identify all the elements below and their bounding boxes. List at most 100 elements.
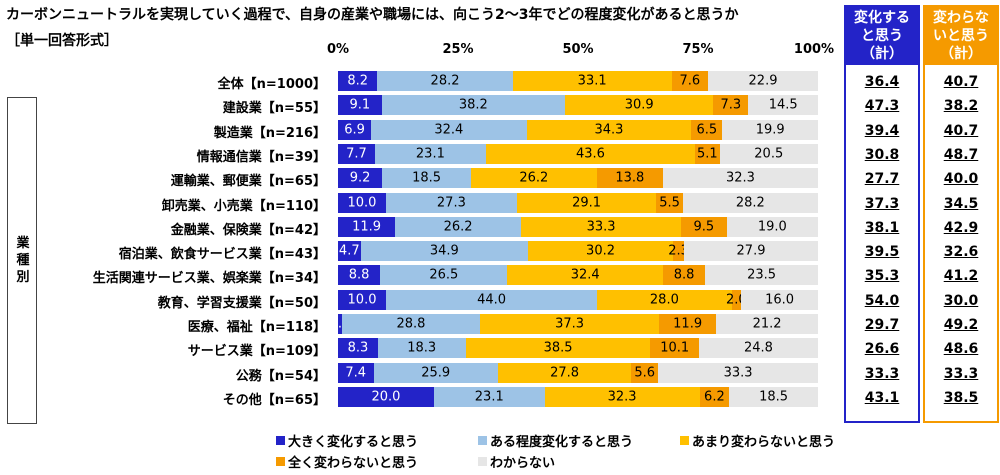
- data-label: 32.4: [434, 122, 464, 138]
- bar-segment: 14.5: [748, 95, 818, 116]
- data-label: 7.4: [345, 365, 367, 381]
- data-label: 29.1: [572, 195, 602, 210]
- data-label: 10.1: [660, 340, 690, 356]
- data-label: 26.2: [519, 170, 549, 186]
- data-label: 2.3: [668, 243, 689, 259]
- data-label: 7.6: [679, 73, 701, 89]
- bar-segment: 5.1: [695, 143, 720, 164]
- summary-value: 49.2: [943, 317, 979, 333]
- summary-header-nochange: 変わらな いと思う （計）: [925, 7, 997, 65]
- data-label: 18.5: [412, 170, 442, 186]
- summary-value: 33.3: [864, 365, 900, 382]
- bar-segment: 25.9: [373, 362, 498, 383]
- bar-segment: 10.1: [650, 338, 699, 359]
- stacked-bar: 10.0 27.3 29.1 5.5 28.2: [338, 192, 818, 213]
- bar-segment: 11.9: [659, 314, 717, 334]
- data-label: 19.9: [755, 122, 785, 138]
- data-label: 32.3: [725, 170, 755, 186]
- summary-header-change: 変化する と思う （計）: [846, 7, 918, 65]
- bar-segment: 20.0: [338, 386, 434, 407]
- summary-value: 38.1: [864, 219, 900, 236]
- data-label: 43.6: [575, 146, 605, 162]
- stacked-bar: 6.9 32.4 34.3 6.5 19.9: [338, 119, 818, 140]
- summary-value: 32.6: [943, 244, 979, 261]
- bar-segment: 23.5: [705, 265, 818, 286]
- category-label: 金融業、保険業【n=42】: [170, 222, 326, 238]
- data-label: 10.0: [347, 195, 377, 210]
- bar-segment: 28.0: [597, 289, 732, 310]
- data-label: 27.9: [736, 243, 766, 259]
- bar-segment: 5.6: [631, 362, 659, 383]
- summary-value: 27.7: [864, 171, 900, 188]
- bar-segment: 26.5: [380, 265, 508, 286]
- category-label: その他【n=65】: [222, 392, 326, 408]
- bar-segment: 11.9: [338, 216, 396, 237]
- category-label: 教育、学習支援業【n=50】: [157, 295, 326, 311]
- stacked-bar: 8.2 28.2 33.1 7.6 22.9: [338, 71, 818, 91]
- bar-segment: 32.4: [507, 265, 663, 286]
- bar-segment: 8.3: [338, 338, 378, 359]
- bar-segment: 20.5: [719, 143, 818, 164]
- data-label: 38.2: [458, 97, 488, 113]
- category-label: 生活関連サービス業、娯楽業【n=34】: [92, 271, 326, 287]
- data-label: 6.9: [344, 122, 365, 138]
- summary-value: 35.3: [864, 268, 900, 285]
- summary-value: 48.7: [943, 146, 979, 163]
- stacked-bar: 0.8 28.8 37.3 11.9 21.2: [330, 314, 818, 334]
- category-label: 製造業【n=216】: [213, 125, 326, 141]
- summary-value: 36.4: [864, 74, 900, 90]
- data-label: 18.3: [407, 340, 437, 356]
- category-label: 情報通信業【n=39】: [196, 149, 326, 165]
- data-label: 10.0: [347, 292, 377, 308]
- summary-value: 34.5: [943, 195, 979, 212]
- summary-value: 42.9: [943, 219, 979, 236]
- data-label: 28.0: [649, 292, 679, 308]
- data-label: 37.3: [555, 316, 585, 332]
- summary-value: 47.3: [864, 98, 900, 115]
- bar-segment: 13.8: [596, 168, 663, 189]
- data-label: 38.5: [543, 340, 573, 356]
- legend-label: 大きく変化すると思う: [288, 435, 419, 450]
- data-label: 6.5: [696, 122, 718, 138]
- legend-swatch: [680, 436, 689, 445]
- category-label: 医療、福祉【n=118】: [187, 320, 326, 335]
- stacked-bar: 4.7 34.9 30.2 2.3 27.9: [338, 241, 818, 262]
- legend-swatch: [276, 436, 285, 445]
- summary-value: 38.2: [943, 98, 979, 115]
- bar-segment: 6.2: [699, 386, 730, 407]
- bar-segment: 34.9: [360, 241, 529, 262]
- bar-segment: 9.5: [681, 216, 727, 237]
- legend-label: ある程度変化すると思う: [490, 435, 634, 450]
- summary-value: 40.7: [943, 122, 979, 139]
- chart-title: カーボンニュートラルを実現していく過程で、自身の産業や職場には、向こう2〜3年で…: [6, 7, 739, 23]
- bar-segment: 7.6: [671, 71, 709, 91]
- x-tick-label: 75%: [682, 42, 714, 57]
- data-label: 34.3: [594, 122, 624, 138]
- summary-value: 40.0: [943, 171, 979, 188]
- category-label: 公務【n=54】: [235, 368, 326, 384]
- data-label: 24.8: [743, 340, 773, 356]
- bar-segment: 2.0: [726, 289, 747, 310]
- bar-segment: 9.1: [338, 95, 382, 116]
- bar-segment: 10.0: [338, 289, 386, 310]
- legend-item: 全く変わらないと思う: [276, 452, 418, 471]
- chart-subtitle: ［単一回答形式］: [6, 33, 118, 49]
- bar-segment: 6.5: [691, 119, 723, 140]
- bar-segment: 26.2: [395, 216, 522, 237]
- group-label: 業種別: [16, 236, 30, 285]
- data-label: 32.3: [607, 389, 637, 405]
- x-tick-label: 50%: [562, 42, 594, 57]
- stacked-bar: 20.0 23.1 32.3 6.2 18.5: [338, 386, 818, 407]
- x-tick-label: 100%: [793, 42, 835, 57]
- category-label: 全体【n=1000】: [217, 77, 326, 92]
- data-label: 21.2: [752, 316, 782, 332]
- bar-segment: 18.5: [729, 386, 818, 407]
- data-label: 30.2: [586, 243, 616, 259]
- data-label: 14.5: [768, 97, 798, 113]
- stacked-bar: 10.0 44.0 28.0 2.0 16.0: [338, 289, 818, 310]
- data-label: 18.5: [759, 389, 789, 405]
- bar-segment: 28.8: [341, 314, 481, 334]
- data-label: 13.8: [615, 170, 645, 186]
- bar-segment: 16.0: [741, 289, 818, 310]
- bar-segment: 9.2: [338, 168, 383, 189]
